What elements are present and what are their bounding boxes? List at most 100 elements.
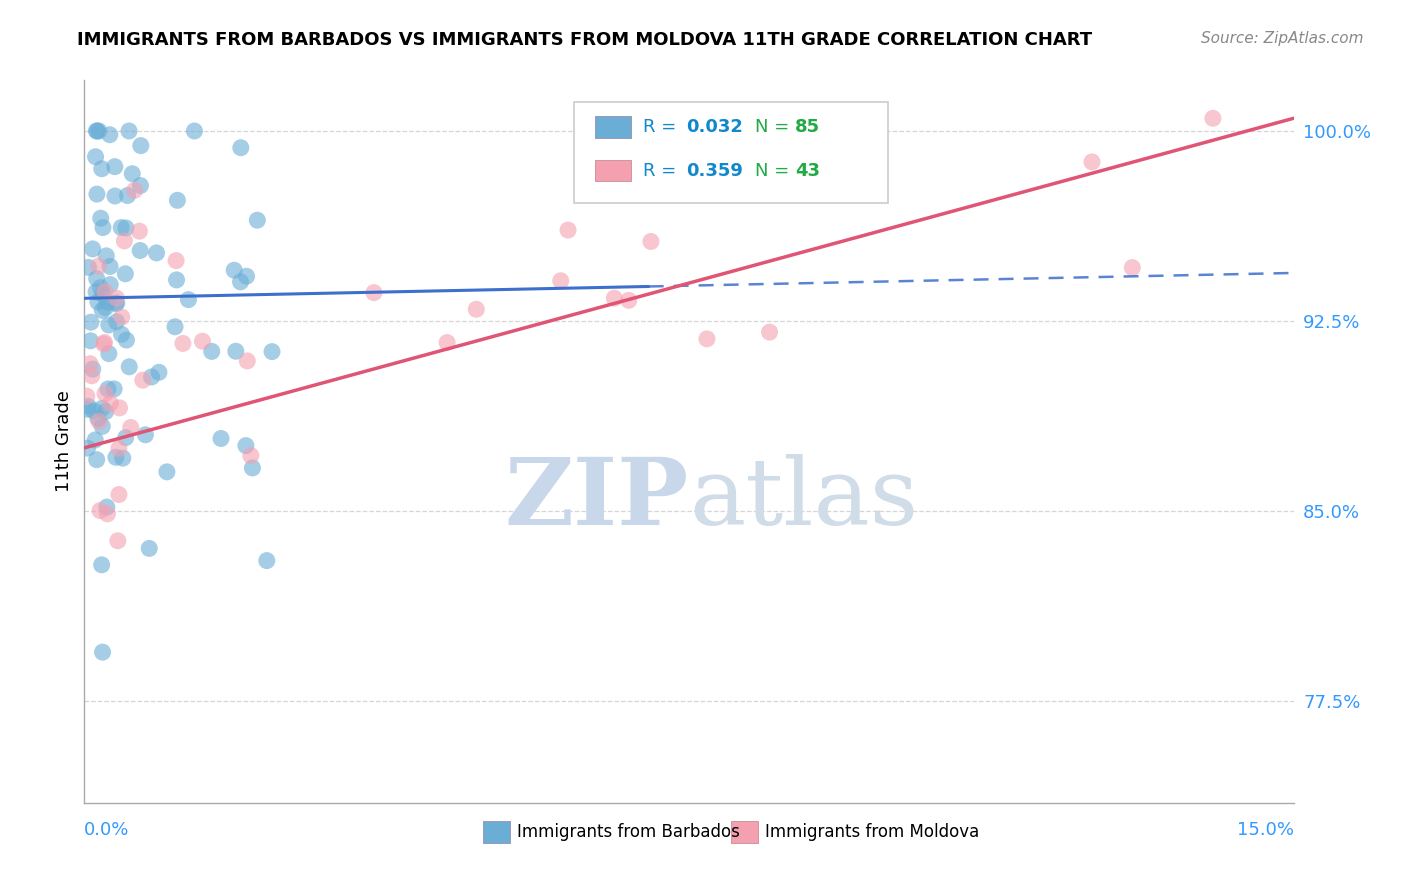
Text: Source: ZipAtlas.com: Source: ZipAtlas.com (1201, 31, 1364, 46)
Point (98, 277, 121, 292)
Text: Immigrants from Barbados: Immigrants from Barbados (517, 822, 740, 840)
Point (256, 553, 278, 567)
Point (1081, 155, 1104, 169)
Point (229, 141, 252, 155)
Point (86, 452, 108, 467)
Point (183, 124, 205, 138)
Point (111, 451, 134, 466)
Point (465, 302, 488, 317)
Point (82, 362, 104, 376)
Point (84, 150, 107, 164)
Point (166, 194, 188, 208)
Point (129, 244, 152, 258)
Point (129, 138, 152, 153)
Point (90, 211, 112, 226)
Point (148, 365, 170, 379)
Point (108, 442, 131, 456)
Point (118, 124, 141, 138)
Point (363, 285, 385, 300)
Point (91, 645, 114, 659)
Text: atlas: atlas (689, 454, 918, 544)
Point (235, 269, 257, 284)
FancyBboxPatch shape (574, 102, 889, 203)
Point (96, 249, 118, 263)
Point (156, 465, 179, 479)
Point (91, 220, 114, 235)
Point (98, 396, 121, 410)
Point (105, 295, 128, 310)
Point (640, 235, 662, 249)
Text: N =: N = (755, 119, 796, 136)
Point (145, 246, 167, 260)
Text: R =: R = (643, 119, 682, 136)
Text: 0.032: 0.032 (686, 119, 744, 136)
Point (87, 124, 110, 138)
Point (758, 325, 780, 339)
Point (111, 310, 134, 324)
Point (90, 558, 112, 572)
Text: 0.359: 0.359 (686, 161, 744, 179)
Point (87, 411, 110, 425)
Point (96, 507, 118, 521)
Bar (595, 160, 631, 181)
Point (97, 318, 120, 332)
Point (91, 303, 114, 318)
Point (86, 124, 108, 138)
Point (104, 189, 127, 203)
Point (1121, 260, 1143, 275)
Point (239, 449, 262, 463)
Point (108, 487, 131, 501)
Point (115, 333, 138, 347)
Bar (484, 821, 510, 843)
Point (77, 260, 100, 275)
Point (80, 315, 103, 329)
Point (260, 344, 283, 359)
Point (163, 319, 186, 334)
Point (696, 332, 718, 346)
Point (103, 382, 125, 396)
Point (83, 404, 105, 418)
Point (242, 461, 264, 475)
Point (550, 274, 572, 288)
Point (84, 285, 107, 299)
Point (104, 160, 127, 174)
Point (94, 386, 117, 401)
Point (138, 541, 160, 556)
Point (839, 112, 862, 126)
Point (603, 291, 626, 305)
Point (98, 260, 121, 274)
Point (96, 500, 118, 514)
Point (93, 337, 115, 351)
Point (86, 187, 108, 202)
Text: 0.0%: 0.0% (84, 821, 129, 838)
Text: 15.0%: 15.0% (1236, 821, 1294, 838)
Point (201, 344, 224, 359)
Point (165, 253, 187, 268)
Point (86, 124, 108, 138)
Point (93, 335, 115, 350)
Point (246, 213, 269, 227)
Point (172, 336, 194, 351)
Point (84, 433, 107, 447)
Point (96, 295, 118, 310)
Point (114, 431, 136, 445)
Point (117, 188, 139, 202)
Point (82, 242, 104, 256)
Bar (595, 116, 631, 138)
Point (89, 280, 111, 294)
Point (104, 296, 127, 310)
Point (86, 271, 108, 285)
Point (557, 223, 579, 237)
Point (1202, 112, 1225, 126)
Point (80, 368, 103, 383)
Point (235, 439, 257, 453)
Point (94, 404, 117, 418)
Point (124, 183, 146, 197)
Point (90, 161, 112, 176)
Text: ZIP: ZIP (505, 454, 689, 544)
Point (104, 450, 127, 465)
Text: 43: 43 (796, 161, 820, 179)
Point (134, 427, 156, 442)
Point (191, 334, 214, 349)
Point (436, 335, 458, 350)
